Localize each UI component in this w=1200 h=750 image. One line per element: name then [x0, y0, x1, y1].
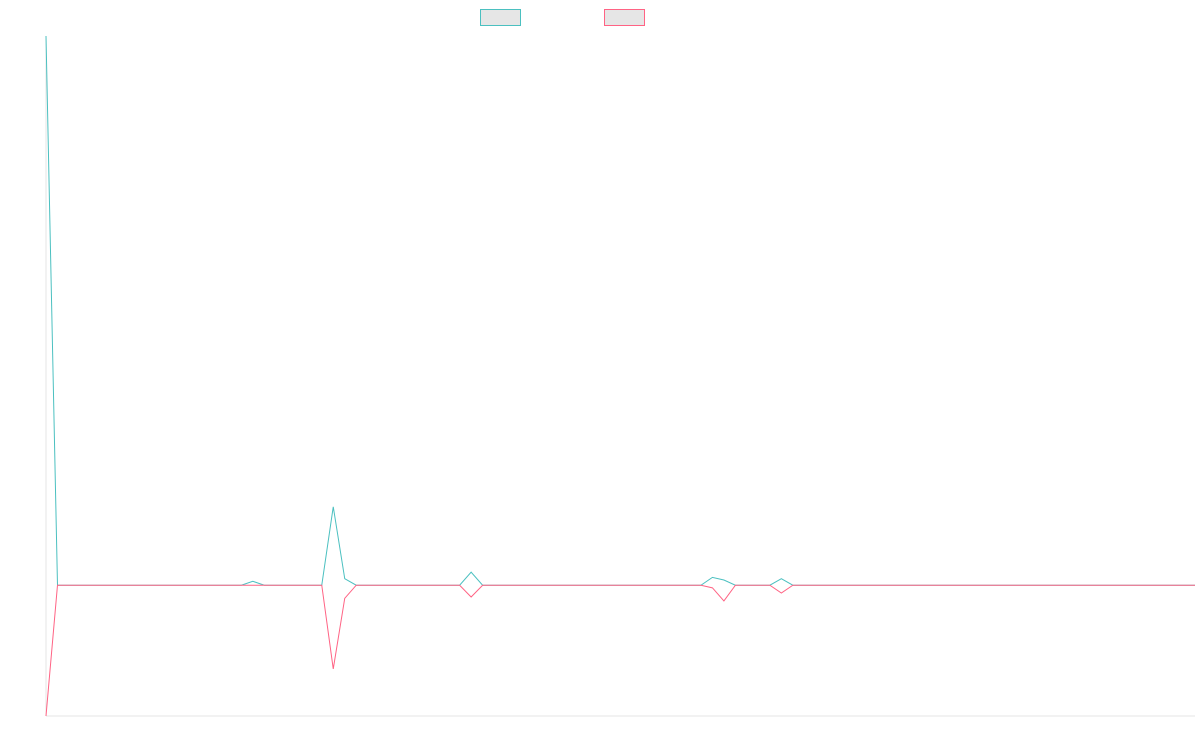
series-line-1: [45, 35, 1195, 586]
legend-item-1[interactable]: [480, 9, 521, 26]
legend-item-2[interactable]: [604, 9, 645, 26]
axes: [45, 36, 1195, 717]
legend-swatch-2[interactable]: [604, 9, 645, 26]
legend-swatch-1[interactable]: [480, 9, 521, 26]
legend: [480, 9, 645, 26]
series-line-2: [45, 584, 1195, 717]
series-layer: [45, 35, 1195, 717]
